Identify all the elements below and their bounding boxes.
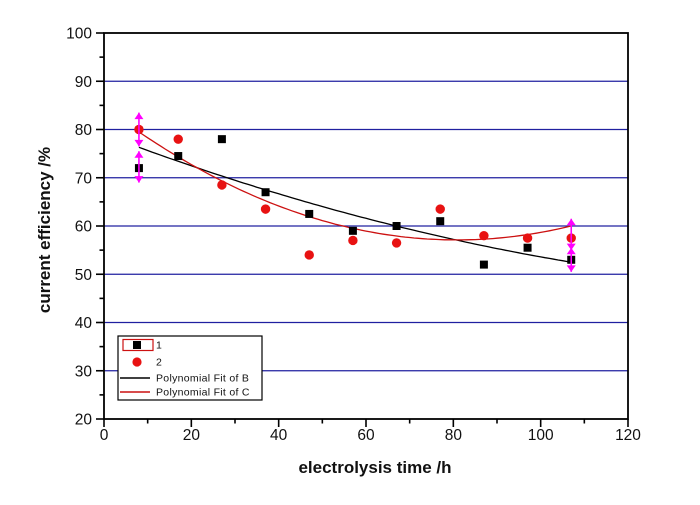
data-point-square	[348, 226, 357, 235]
data-point-circle	[217, 180, 227, 190]
error-bar-arrow-up	[566, 218, 576, 226]
x-tick-label: 100	[528, 427, 554, 444]
x-tick-label: 60	[357, 427, 375, 444]
data-point-circle	[435, 204, 445, 214]
legend-label-series1: 1	[156, 340, 162, 352]
y-tick-label: 80	[75, 122, 93, 139]
data-point-circle	[479, 230, 489, 241]
y-tick-label: 50	[75, 267, 93, 284]
data-point-square	[436, 217, 445, 226]
y-tick-label: 60	[75, 219, 93, 236]
error-bar-arrow-down	[566, 265, 576, 272]
x-tick-label: 20	[183, 427, 201, 444]
error-bars-layer	[134, 112, 576, 272]
legend: 1 2 Polynomial Fit of B Polynomial Fit o…	[117, 335, 263, 401]
data-point-circle	[522, 233, 533, 243]
data-point-square	[479, 260, 488, 269]
legend-label-series2: 2	[156, 357, 162, 369]
error-bar-arrow-up	[566, 247, 576, 255]
data-point-circle	[391, 238, 402, 248]
x-axis-title: electrolysis time /h	[298, 458, 451, 477]
data-point-circle	[173, 134, 183, 144]
fit-curve-c	[138, 131, 572, 241]
axes-layer: 0 20 40 60 80 100 120 20 30 40 50 60 70 80 90 100	[66, 26, 641, 445]
y-tick-label: 100	[66, 26, 92, 43]
x-tick-label: 80	[445, 427, 463, 444]
error-bar-arrow-up	[134, 151, 144, 158]
data-point-square	[392, 222, 401, 230]
legend-label-fit-b: Polynomial Fit of B	[156, 373, 249, 385]
gridlines-layer	[104, 80, 628, 372]
x-tick-label: 40	[270, 427, 288, 444]
data-point-square	[174, 152, 183, 161]
data-point-square	[305, 209, 314, 218]
x-tick-label: 120	[615, 427, 641, 444]
y-tick-label: 30	[75, 363, 93, 380]
fit-curve-b	[138, 146, 572, 263]
error-bar-arrow-down	[566, 243, 576, 251]
error-bar-arrow-down	[134, 176, 144, 183]
data-points-layer	[134, 124, 576, 269]
y-tick-label: 40	[75, 315, 93, 332]
legend-active-indicator	[122, 338, 154, 352]
error-bar-arrow-down	[134, 139, 144, 147]
data-point-square	[261, 188, 270, 197]
data-point-square	[217, 135, 226, 144]
y-tick-label: 90	[75, 74, 93, 91]
x-tick-label: 0	[100, 427, 109, 444]
y-tick-label: 70	[75, 170, 93, 187]
y-tick-label: 20	[75, 412, 93, 429]
data-point-circle	[348, 235, 358, 246]
error-bar-arrow-up	[134, 112, 144, 120]
legend-marker-circle	[132, 357, 142, 367]
legend-marker-square	[133, 341, 141, 349]
data-point-square	[523, 243, 532, 252]
legend-label-fit-c: Polynomial Fit of C	[156, 387, 250, 399]
data-point-circle	[260, 204, 271, 214]
data-point-circle	[304, 250, 314, 260]
legend-box	[117, 335, 263, 401]
y-axis-title: current efficiency /%	[35, 147, 54, 313]
